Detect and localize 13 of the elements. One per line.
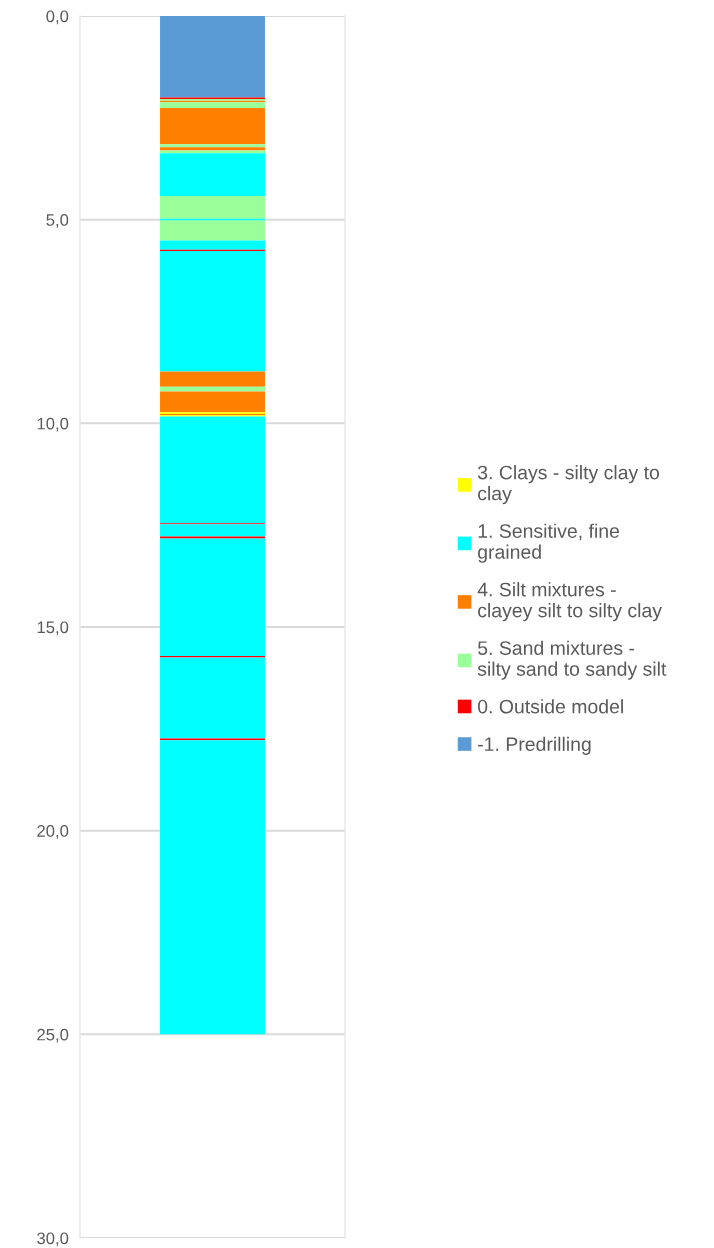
y-tick-label: 20,0	[37, 825, 69, 839]
legend-label: 1. Sensitive, fine grained	[478, 523, 620, 563]
legend-label: 3. Clays - silty clay to clay	[477, 465, 660, 505]
y-tick-label: 10,0	[37, 417, 69, 432]
y-tick-label: 30,0	[37, 1232, 69, 1247]
y-tick-label: 5,0	[46, 214, 69, 228]
y-tick-label: 0,0	[46, 10, 69, 25]
y-tick-label: 25,0	[37, 1028, 69, 1043]
legend-label: 5. Sand mixtures - silty sand to sandy silt	[477, 640, 667, 680]
legend-label: -1. Predrilling	[478, 736, 591, 755]
legend-label: 4. Silt mixtures - clayey silt to silty clay	[477, 582, 662, 622]
legend-label: 0. Outside model	[477, 699, 623, 714]
y-tick-label: 15,0	[37, 621, 69, 636]
